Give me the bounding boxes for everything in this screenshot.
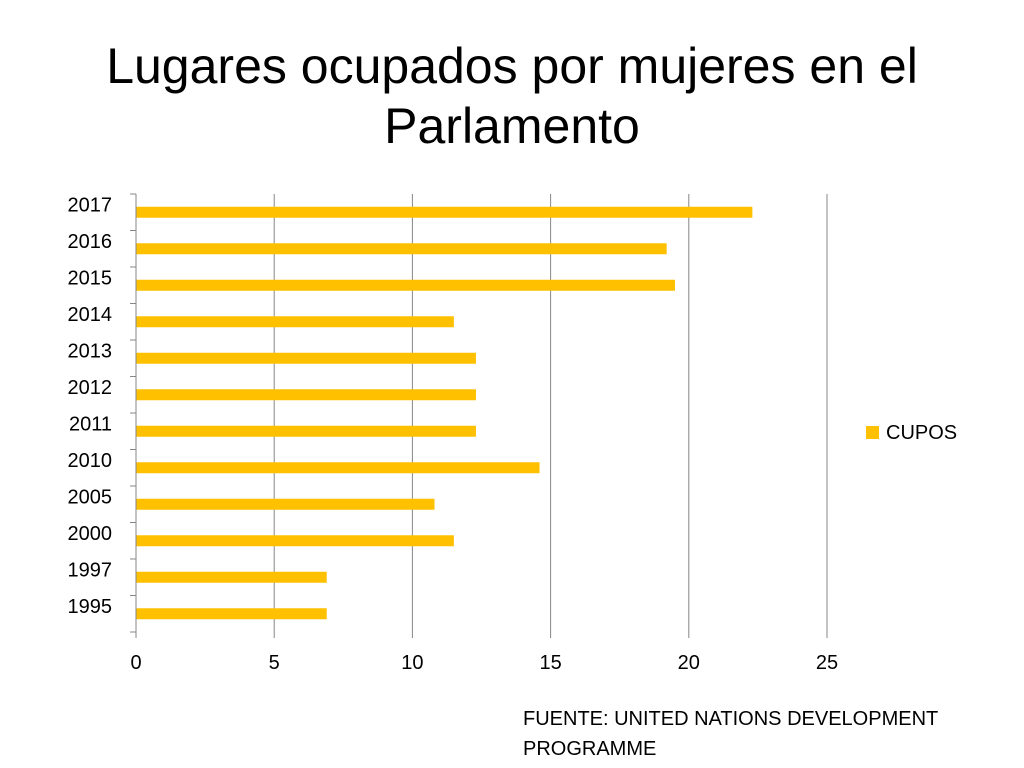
- bars: [136, 206, 753, 620]
- bar-2005: [136, 498, 435, 510]
- y-tick-label: 2015: [68, 267, 113, 289]
- legend-swatch: [866, 426, 879, 439]
- bar-2013: [136, 352, 476, 364]
- y-tick-label: 2013: [68, 340, 113, 362]
- y-tick-label: 2012: [68, 377, 113, 399]
- y-tick-label: 2014: [68, 304, 113, 326]
- x-tick-label: 0: [130, 652, 141, 674]
- bar-2015: [136, 279, 675, 291]
- bar-2016: [136, 243, 667, 255]
- y-tick-label: 2011: [69, 413, 112, 435]
- axes: [130, 193, 828, 638]
- x-tick-label: 25: [816, 652, 838, 674]
- gridlines: [273, 194, 828, 632]
- bar-1995: [136, 608, 327, 620]
- y-tick-label: 1995: [68, 596, 113, 618]
- y-tick-label: 2005: [68, 486, 113, 508]
- bar-1997: [136, 571, 327, 583]
- bar-2010: [136, 462, 540, 474]
- value-tick-labels: 0 5 10 15 20 25: [130, 652, 838, 674]
- bar-2000: [136, 535, 454, 547]
- slide-title: Lugares ocupados por mujeres en el Parla…: [106, 38, 918, 154]
- y-tick-label: 2000: [68, 523, 113, 545]
- source-note: FUENTE: UNITED NATIONS DEVELOPMENT PROGR…: [523, 708, 938, 760]
- x-tick-label: 5: [269, 652, 280, 674]
- bar-2011: [136, 425, 476, 437]
- bar-2014: [136, 316, 454, 328]
- y-tick-label: 2010: [68, 450, 113, 472]
- y-tick-label: 2017: [68, 194, 113, 216]
- x-tick-label: 20: [678, 652, 700, 674]
- x-tick-label: 10: [401, 652, 423, 674]
- bar-2017: [136, 206, 753, 218]
- bar-2012: [136, 389, 476, 401]
- x-tick-label: 15: [539, 652, 561, 674]
- legend-label: CUPOS: [886, 422, 957, 444]
- y-tick-label: 1997: [68, 559, 113, 581]
- category-labels: 1995 1997 2000 2005 2010 2011 2012 2013 2014 2015…: [68, 194, 113, 618]
- y-tick-label: 2016: [68, 231, 113, 253]
- legend: CUPOS: [866, 422, 957, 444]
